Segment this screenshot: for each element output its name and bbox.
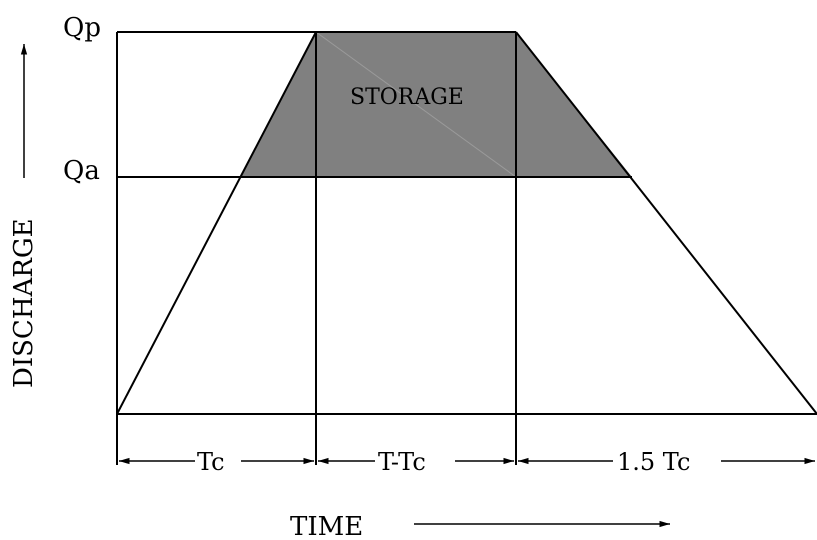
- rising-limb: [116, 31, 317, 415]
- seg1-label: Tc: [197, 448, 225, 476]
- x-axis-label: TIME: [290, 512, 363, 540]
- storage-label: STORAGE: [350, 85, 464, 110]
- qa-label: Qa: [63, 156, 100, 186]
- y-axis-label: DISCHARGE: [9, 218, 39, 388]
- storage-region: [241, 32, 632, 177]
- seg2-label: T-Tc: [378, 448, 426, 476]
- qp-label: Qp: [63, 13, 101, 43]
- recession-limb: [515, 31, 817, 415]
- seg3-label: 1.5 Tc: [617, 448, 690, 476]
- storage-diagonal: [315, 31, 517, 178]
